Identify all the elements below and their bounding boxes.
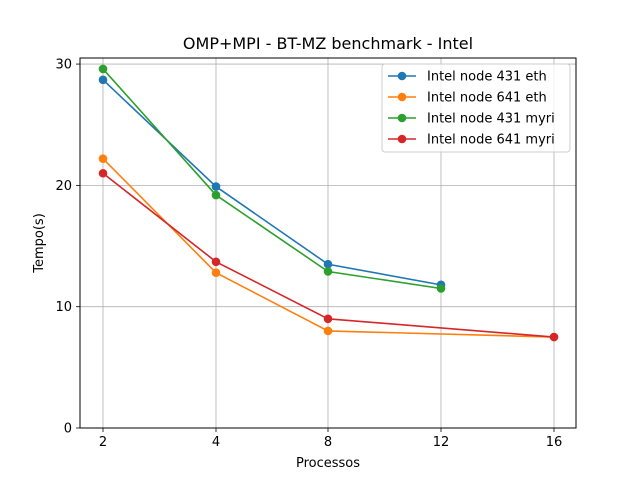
legend-label: Intel node 431 eth <box>427 70 547 85</box>
series-line <box>102 172 555 338</box>
data-point <box>323 326 333 336</box>
x-tick-label: 12 <box>433 435 450 450</box>
series-line <box>102 79 442 286</box>
x-tick-label: 16 <box>546 435 563 450</box>
y-axis-label: Tempo(s) <box>32 213 47 274</box>
x-tick-label: 2 <box>99 435 107 450</box>
series-4 <box>98 168 559 342</box>
data-point <box>98 75 108 85</box>
legend-entry: Intel node 641 myri <box>388 133 555 148</box>
series-lines <box>98 64 559 342</box>
data-point <box>323 314 333 324</box>
data-point <box>323 259 333 269</box>
series-line <box>102 158 555 338</box>
x-axis-ticks: 2 4 8 12 16 <box>99 428 562 450</box>
series-3 <box>98 64 446 293</box>
legend-marker <box>397 134 407 144</box>
legend-entry: Intel node 641 eth <box>388 91 547 106</box>
data-point <box>323 267 333 276</box>
legend-marker <box>397 113 407 123</box>
y-tick-label: 20 <box>55 179 72 194</box>
series-line <box>102 68 442 290</box>
legend-label: Intel node 641 eth <box>427 91 547 106</box>
x-tick-label: 8 <box>324 435 332 450</box>
legend-marker <box>397 92 407 102</box>
legend-label: Intel node 431 myri <box>427 112 555 127</box>
data-point <box>98 168 108 178</box>
x-tick-label: 4 <box>212 435 220 450</box>
legend-entry: Intel node 431 eth <box>388 70 547 85</box>
data-point <box>436 284 446 293</box>
data-point <box>211 190 221 200</box>
data-point <box>98 154 108 163</box>
y-tick-label: 0 <box>64 422 72 437</box>
legend-box <box>381 63 571 153</box>
data-point <box>98 64 108 74</box>
x-axis-label: Processos <box>296 456 360 471</box>
legend-entry: Intel node 431 myri <box>388 112 555 127</box>
data-point <box>549 332 559 342</box>
y-tick-label: 10 <box>55 300 72 315</box>
chart-title: OMP+MPI - BT-MZ benchmark - Intel <box>183 34 473 53</box>
data-point <box>211 257 221 267</box>
legend: Intel node 431 eth Intel node 641 eth Inte… <box>381 63 571 153</box>
data-point <box>211 182 221 191</box>
y-tick-label: 30 <box>55 58 72 73</box>
data-point <box>211 268 221 278</box>
legend-marker <box>397 71 407 81</box>
y-axis-ticks: 0 10 20 30 <box>55 58 80 437</box>
legend-label: Intel node 641 myri <box>427 133 555 148</box>
